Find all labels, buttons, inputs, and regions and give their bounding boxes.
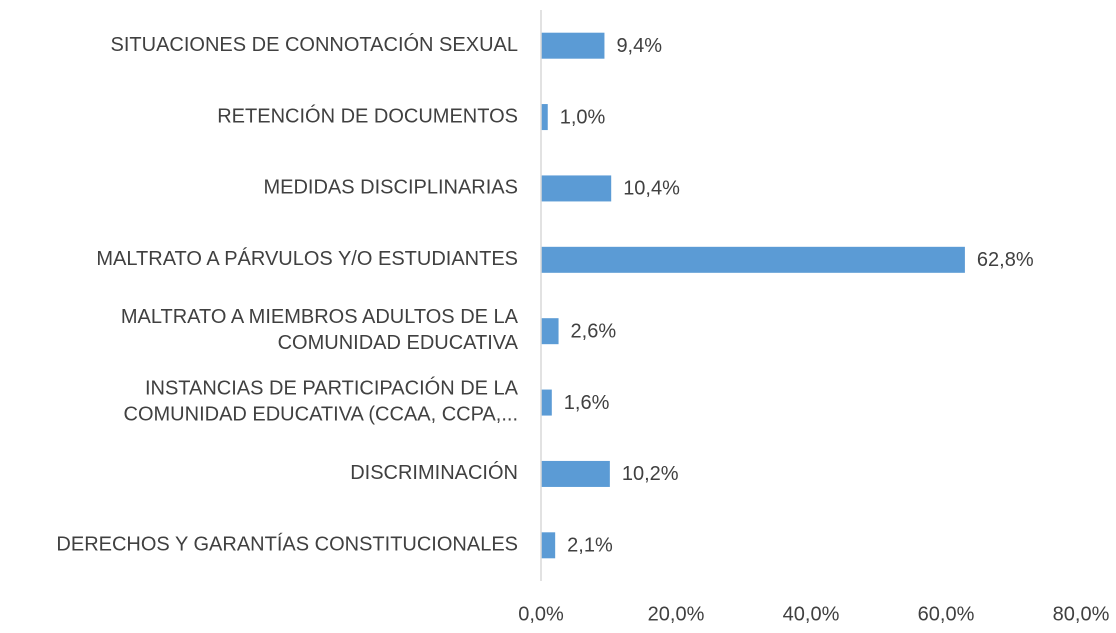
value-label: 1,6% <box>564 392 610 414</box>
x-tick-label: 40,0% <box>783 603 840 625</box>
x-tick-label: 20,0% <box>648 603 705 625</box>
y-tick-label: INSTANCIAS DE PARTICIPACIÓN DE LA COMUNID… <box>124 377 519 426</box>
bar <box>541 175 612 202</box>
bar <box>541 532 556 559</box>
y-tick-label: DISCRIMINACIÓN <box>350 461 518 484</box>
value-label: 10,4% <box>623 178 680 200</box>
y-tick-label: SITUACIONES DE CONNOTACIÓN SEXUAL <box>111 33 518 56</box>
value-label: 2,6% <box>571 320 617 342</box>
value-label: 62,8% <box>977 249 1034 271</box>
x-tick-label: 0,0% <box>518 603 564 625</box>
value-label: 1,0% <box>560 106 606 128</box>
x-tick-label: 80,0% <box>1053 603 1110 625</box>
bar <box>541 389 552 416</box>
y-tick-label: RETENCIÓN DE DOCUMENTOS <box>217 104 518 127</box>
bar <box>541 104 548 131</box>
x-tick-label: 60,0% <box>918 603 975 625</box>
y-tick-label: DERECHOS Y GARANTÍAS CONSTITUCIONALES <box>56 533 518 556</box>
bar <box>541 318 559 345</box>
bar <box>541 32 605 59</box>
value-label: 9,4% <box>616 35 662 57</box>
bar <box>541 246 965 273</box>
value-label: 10,2% <box>622 463 679 485</box>
value-label: 2,1% <box>567 535 613 557</box>
y-tick-label: MALTRATO A PÁRVULOS Y/O ESTUDIANTES <box>96 247 518 270</box>
y-tick-label: MEDIDAS DISCIPLINARIAS <box>263 177 518 199</box>
y-tick-label: MALTRATO A MIEMBROS ADULTOS DE LA COMUNID… <box>121 306 519 354</box>
bar <box>541 460 610 487</box>
